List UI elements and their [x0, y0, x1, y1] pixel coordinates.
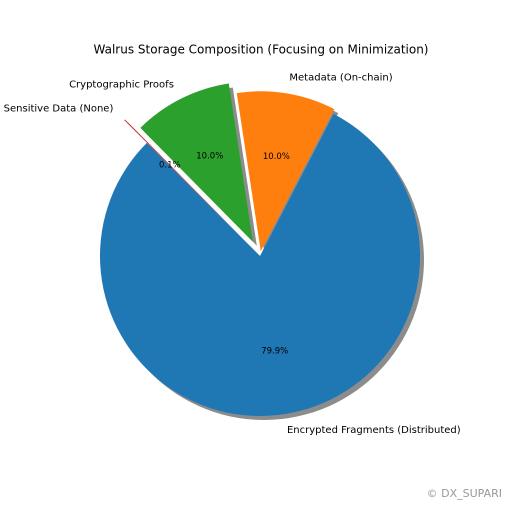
slice: [124, 119, 238, 234]
slice: [100, 113, 421, 417]
value-label: 0.1%: [159, 161, 181, 171]
slice-label: Cryptographic Proofs: [69, 79, 174, 90]
chart-title: Walrus Storage Composition (Focusing on …: [94, 43, 429, 57]
slice-label: Sensitive Data (None): [4, 103, 114, 114]
value-label: 10.0%: [263, 152, 290, 162]
slice: [140, 83, 253, 242]
watermark: © DX_SUPARI: [427, 487, 502, 500]
slice-label: Encrypted Fragments (Distributed): [287, 425, 461, 436]
value-label: 79.9%: [261, 346, 288, 356]
slice-label: Metadata (On-chain): [289, 73, 392, 84]
slice: [236, 91, 335, 252]
value-label: 10.0%: [196, 151, 223, 161]
